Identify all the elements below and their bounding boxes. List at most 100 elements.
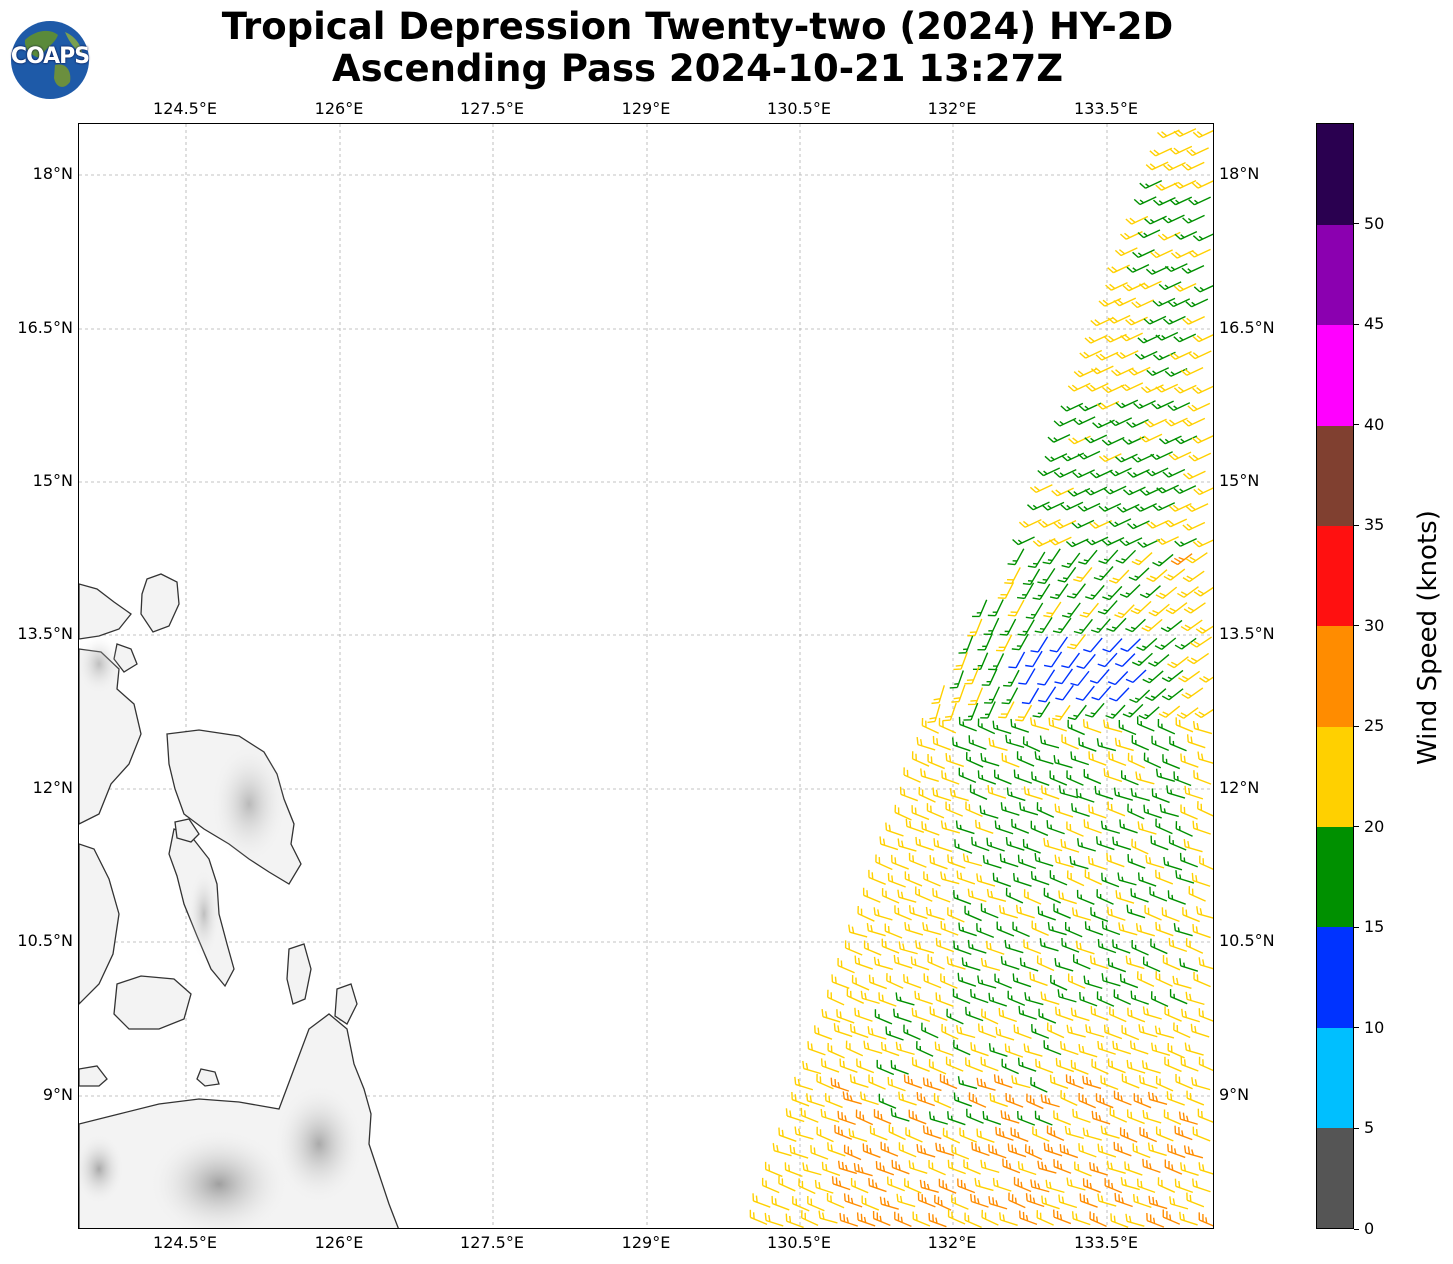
wind-barb xyxy=(1107,670,1129,686)
wind-barb xyxy=(1127,520,1150,530)
wind-barb xyxy=(1061,734,1079,750)
wind-barb xyxy=(1004,939,1024,954)
wind-barb xyxy=(1146,367,1170,377)
wind-barb xyxy=(903,1074,923,1089)
wind-barb xyxy=(908,1160,928,1174)
colorbar-tick-label: 30 xyxy=(1364,615,1385,635)
wind-barb xyxy=(938,717,957,734)
wind-barb xyxy=(1152,297,1176,307)
wind-barb xyxy=(1155,1075,1174,1092)
wind-barb xyxy=(1192,232,1213,242)
wind-barb xyxy=(995,1026,1015,1041)
wind-barb xyxy=(1011,1075,1031,1089)
wind-barb xyxy=(1168,451,1192,461)
wind-barb xyxy=(893,1008,912,1023)
colorbar-tick xyxy=(1354,1127,1359,1129)
wind-barb xyxy=(1193,770,1212,785)
wind-barb xyxy=(1192,385,1213,395)
wind-barb xyxy=(791,1091,810,1107)
wind-barb xyxy=(1073,566,1093,583)
wind-barb xyxy=(1128,567,1150,581)
map-canvas xyxy=(79,124,1213,1228)
wind-barb xyxy=(1048,717,1067,732)
wind-barb xyxy=(1175,821,1193,837)
wind-barb xyxy=(1000,802,1020,816)
lon-tick-label-bottom: 133.5°E xyxy=(1074,1233,1138,1252)
wind-barb xyxy=(1060,501,1084,511)
wind-barb xyxy=(1053,755,1073,769)
wind-barb xyxy=(1114,737,1134,752)
wind-barb xyxy=(1085,536,1109,546)
wind-barb xyxy=(1061,552,1081,569)
chart-title-line-1: Tropical Depression Twenty-two (2024) HY… xyxy=(221,5,1174,48)
wind-barb xyxy=(1147,1142,1167,1157)
wind-barb xyxy=(1180,367,1204,376)
wind-barb xyxy=(1083,975,1103,990)
wind-barb xyxy=(942,1127,961,1144)
wind-barb xyxy=(967,687,984,706)
wind-barb xyxy=(1066,821,1084,837)
wind-barb xyxy=(1181,687,1204,699)
wind-barb xyxy=(1175,717,1194,733)
wind-barb xyxy=(1098,549,1119,565)
wind-barb xyxy=(1016,751,1035,767)
colorbar-tick-label: 20 xyxy=(1364,816,1385,836)
lon-tick-label-bottom: 126°E xyxy=(314,1233,364,1252)
wind-barb xyxy=(1162,214,1185,224)
wind-barb xyxy=(1052,617,1072,634)
wind-barb xyxy=(1174,637,1197,650)
wind-barb xyxy=(1026,1093,1044,1110)
wind-barb xyxy=(1163,856,1183,871)
wind-barb xyxy=(1159,804,1179,818)
wind-barb xyxy=(1197,801,1213,817)
wind-barb xyxy=(927,954,945,970)
wind-barb xyxy=(1107,801,1126,817)
colorbar-tick xyxy=(1354,424,1359,426)
wind-barb xyxy=(971,1141,990,1157)
wind-barb xyxy=(1017,854,1037,870)
wind-barb xyxy=(1018,1005,1038,1020)
wind-barb xyxy=(1111,367,1134,377)
wind-barb xyxy=(964,666,980,685)
wind-barb xyxy=(1182,315,1205,325)
wind-barb xyxy=(1107,264,1130,274)
colorbar-segment xyxy=(1317,1127,1353,1229)
wind-barb xyxy=(1096,889,1114,905)
wind-barb xyxy=(837,1110,856,1126)
wind-barb xyxy=(928,1160,946,1176)
wind-barb xyxy=(1179,958,1199,972)
colorbar xyxy=(1316,123,1354,1229)
wind-barb xyxy=(1193,971,1211,988)
wind-barb xyxy=(1156,536,1179,546)
wind-barb xyxy=(1095,836,1115,851)
wind-barb xyxy=(1066,634,1087,650)
wind-barb xyxy=(1007,599,1025,617)
wind-barb xyxy=(820,1108,840,1123)
wind-barb xyxy=(1071,907,1091,921)
wind-barb xyxy=(1164,1159,1183,1175)
wind-barb xyxy=(1162,468,1186,478)
wind-barb xyxy=(1037,669,1056,686)
wind-barb xyxy=(897,889,917,903)
wind-barb xyxy=(1049,1074,1069,1089)
wind-barb xyxy=(1129,689,1151,704)
wind-barb xyxy=(1194,707,1213,719)
wind-barb xyxy=(1164,518,1188,528)
wind-barb xyxy=(949,787,969,802)
wind-barb xyxy=(1103,719,1123,733)
wind-barb xyxy=(827,1042,845,1059)
wind-barb xyxy=(827,989,845,1006)
wind-barb xyxy=(955,820,975,835)
wind-barb xyxy=(932,888,951,903)
wind-barb xyxy=(1017,582,1035,600)
wind-barb xyxy=(873,907,893,921)
wind-barb xyxy=(1126,904,1146,919)
wind-barb xyxy=(1165,602,1188,615)
wind-barb xyxy=(1089,668,1110,684)
wind-barb xyxy=(1120,230,1143,240)
wind-barb xyxy=(964,905,982,922)
wind-barb xyxy=(1078,1043,1098,1058)
wind-barb xyxy=(1043,887,1061,904)
wind-barb xyxy=(1005,887,1024,904)
wind-barb xyxy=(1137,229,1161,239)
